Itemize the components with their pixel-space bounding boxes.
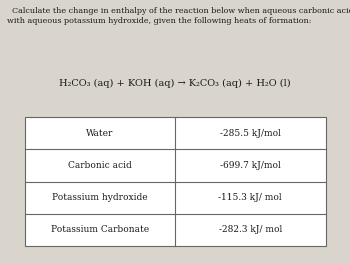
Text: -282.3 kJ/ mol: -282.3 kJ/ mol bbox=[219, 225, 282, 234]
Bar bbox=[25, 117, 326, 246]
Text: -115.3 kJ/ mol: -115.3 kJ/ mol bbox=[218, 193, 282, 202]
Text: Potassium hydroxide: Potassium hydroxide bbox=[52, 193, 148, 202]
Text: Carbonic acid: Carbonic acid bbox=[68, 161, 132, 170]
Text: -285.5 kJ/mol: -285.5 kJ/mol bbox=[220, 129, 281, 138]
Text: Potassium Carbonate: Potassium Carbonate bbox=[51, 225, 149, 234]
Text: H₂CO₃ (aq) + KOH (aq) → K₂CO₃ (aq) + H₂O (l): H₂CO₃ (aq) + KOH (aq) → K₂CO₃ (aq) + H₂O… bbox=[59, 79, 291, 88]
Text: -699.7 kJ/mol: -699.7 kJ/mol bbox=[220, 161, 281, 170]
Text: Calculate the change in enthalpy of the reaction below when aqueous carbonic aci: Calculate the change in enthalpy of the … bbox=[7, 7, 350, 25]
Text: Water: Water bbox=[86, 129, 113, 138]
